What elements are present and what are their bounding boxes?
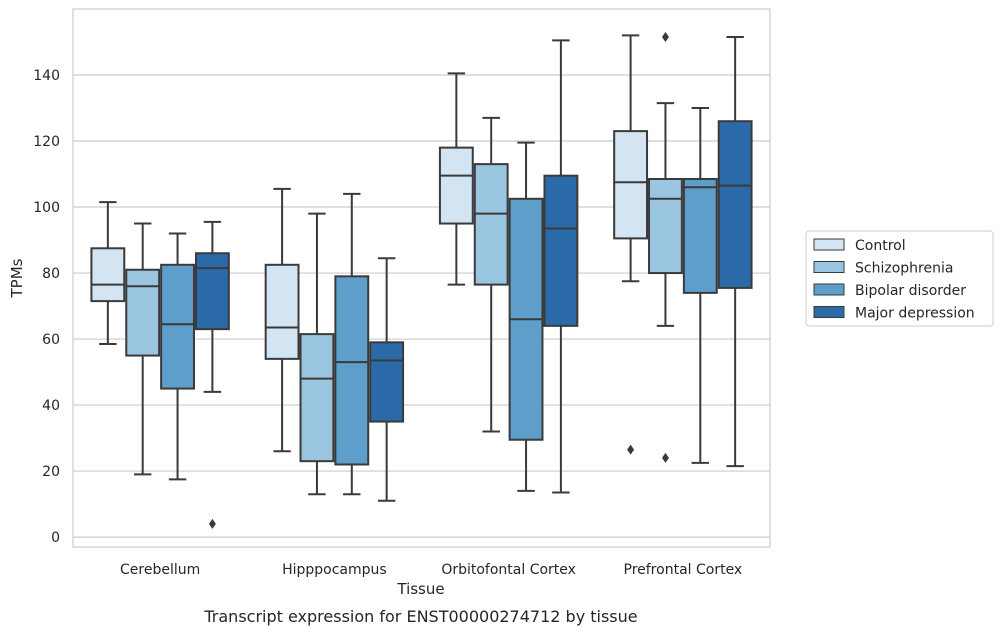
box-iqr <box>264 263 300 360</box>
legend-label: Control <box>855 238 906 254</box>
box-control <box>613 34 649 455</box>
box-iqr <box>438 146 474 225</box>
box-iqr <box>369 341 405 423</box>
y-tick-label: 40 <box>42 398 60 414</box>
x-tick-label: Orbitofontal Cortex <box>441 562 576 578</box>
box-iqr <box>334 275 370 466</box>
y-tick-label: 140 <box>33 68 60 84</box>
outlier-point <box>661 32 669 43</box>
box-schizophrenia <box>125 222 161 476</box>
box-schizophrenia <box>299 212 335 496</box>
y-axis-title: TPMs <box>8 258 26 298</box>
box-major-depression <box>717 36 753 468</box>
y-tick-label: 20 <box>42 464 60 480</box>
legend-swatch <box>813 238 845 251</box>
legend-swatch <box>813 283 845 296</box>
box-iqr <box>648 177 683 275</box>
outlier-point <box>661 452 669 463</box>
y-tick-label: 100 <box>33 200 60 216</box>
legend-label: Major depression <box>855 306 975 322</box>
box-iqr <box>613 130 649 240</box>
outlier-point <box>208 518 216 529</box>
box-iqr <box>473 163 509 286</box>
y-tick-label: 120 <box>33 134 60 150</box>
box-iqr <box>682 177 718 294</box>
box-control <box>90 201 126 346</box>
legend-frame <box>805 230 994 327</box>
box-major-depression <box>369 257 405 502</box>
box-major-depression <box>543 39 579 494</box>
plot-frame <box>72 8 771 548</box>
x-tick-label: Prefrontal Cortex <box>624 562 743 578</box>
box-iqr <box>194 252 230 331</box>
box-schizophrenia <box>473 116 509 433</box>
y-tick-label: 0 <box>51 530 60 546</box>
y-tick-label: 60 <box>42 332 60 348</box>
plot-boxes <box>90 32 753 529</box>
outlier-point <box>627 444 635 455</box>
legend-label: Schizophrenia <box>855 261 953 277</box>
box-iqr <box>160 263 195 390</box>
box-schizophrenia <box>648 32 683 463</box>
x-tick-label: Cerebellum <box>120 562 200 578</box>
box-control <box>438 72 474 286</box>
legend: Control Schizophrenia Bipolar disorder Majo… <box>805 230 994 327</box>
box-bipolar-disorder <box>160 232 195 481</box>
box-iqr <box>90 247 126 303</box>
x-axis-title: Tissue <box>396 580 444 598</box>
chart-caption: Transcript expression for ENST0000027471… <box>203 607 637 626</box>
legend-swatch <box>813 306 845 318</box>
box-control <box>264 187 300 453</box>
y-axis-ticks: 0 20 40 60 80 100 120 140 <box>33 68 60 546</box>
box-iqr <box>125 268 161 357</box>
legend-label: Bipolar disorder <box>855 283 966 299</box>
box-bipolar-disorder <box>334 192 370 496</box>
box-iqr <box>717 120 753 289</box>
box-bipolar-disorder <box>682 107 718 464</box>
box-bipolar-disorder <box>508 141 544 492</box>
legend-swatch <box>813 261 845 273</box>
box-iqr <box>299 333 335 463</box>
y-tick-label: 80 <box>42 266 60 282</box>
x-axis-ticks: Cerebellum Hipppocampus Orbitofontal Corte… <box>120 562 742 578</box>
box-iqr <box>543 174 579 327</box>
x-tick-label: Hipppocampus <box>282 562 387 578</box>
box-major-depression <box>194 220 230 529</box>
